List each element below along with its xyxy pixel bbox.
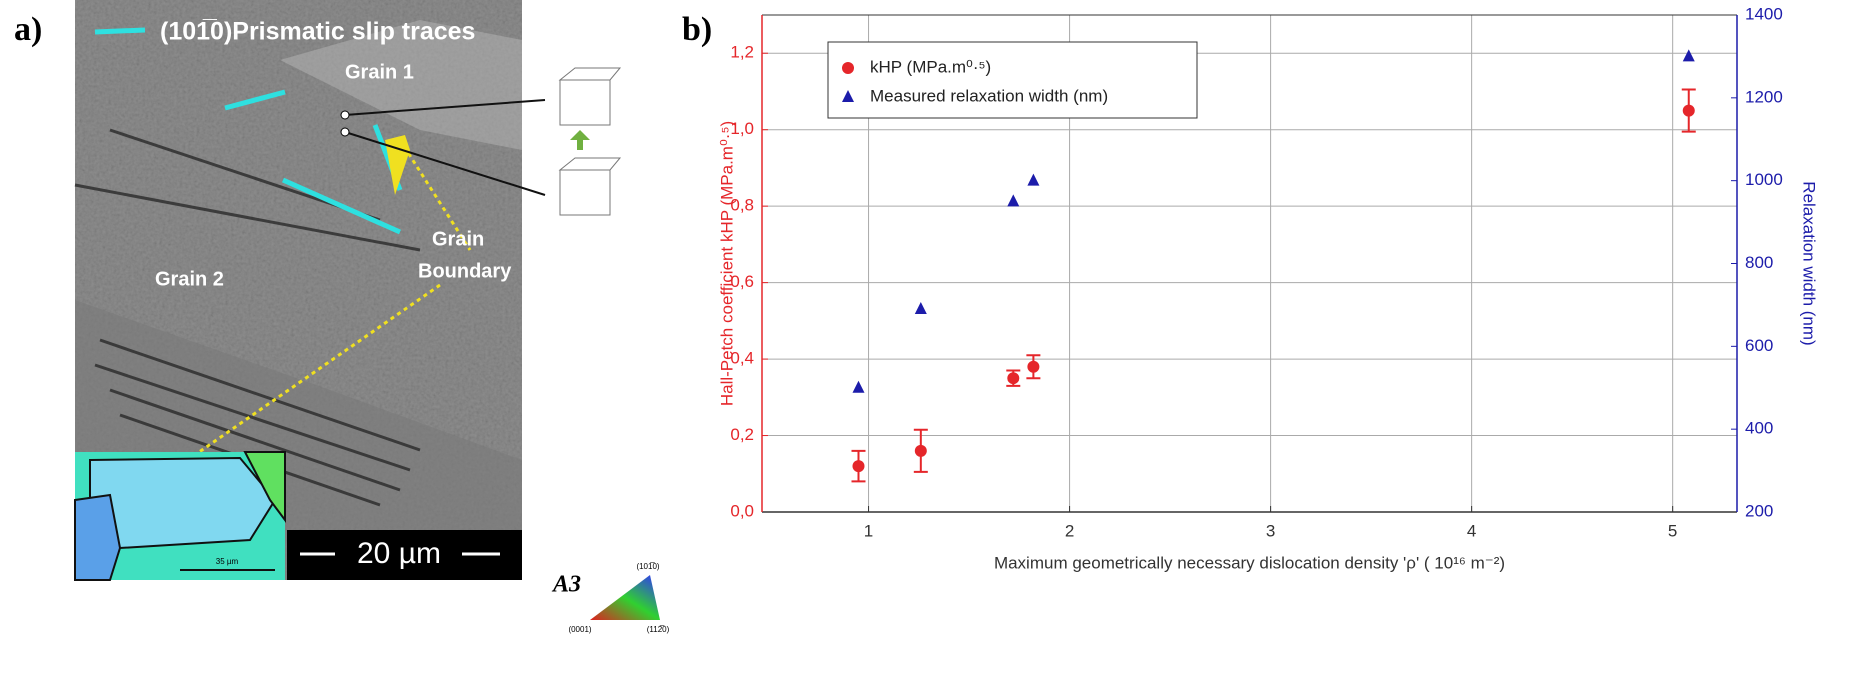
- legend-label: Measured relaxation width (nm): [870, 86, 1108, 105]
- micrograph: 35 µm: [74, 0, 546, 581]
- point: [1027, 360, 1040, 373]
- x-tick-label: 2: [1065, 521, 1074, 540]
- y2-tick-label: 1000: [1745, 170, 1783, 189]
- crystal-icons: [558, 67, 622, 216]
- point: [1027, 173, 1040, 186]
- point: [1682, 104, 1695, 117]
- y2-tick-label: 600: [1745, 336, 1773, 355]
- ipf-triangle: [590, 575, 660, 620]
- y-tick-label: 0,2: [730, 425, 754, 444]
- panel-label: a): [14, 11, 42, 48]
- point: [1007, 194, 1020, 207]
- y2-tick-label: 800: [1745, 253, 1773, 272]
- y2-tick-label: 1200: [1745, 87, 1783, 106]
- ipf-corner: (101̅0): [636, 562, 659, 571]
- point: [914, 444, 927, 457]
- x-axis-label: Maximum geometrically necessary dislocat…: [994, 553, 1505, 572]
- point: [1682, 49, 1695, 62]
- point: [1007, 372, 1020, 385]
- ipf-title: A3: [551, 572, 581, 598]
- ipf-corner: (0001): [568, 625, 591, 634]
- legend-marker: [842, 90, 854, 102]
- y2-tick-label: 200: [1745, 501, 1773, 520]
- x-tick-label: 4: [1467, 521, 1476, 540]
- x-tick-label: 3: [1266, 521, 1275, 540]
- legend-marker: [842, 62, 854, 74]
- scale-bar-label: 20 µm: [357, 537, 441, 570]
- boundary-label: Boundary: [418, 260, 512, 282]
- y-tick-label: 1,0: [730, 119, 754, 138]
- legend-label: kHP (MPa.m⁰·⁵): [870, 57, 991, 76]
- y-tick-label: 0,8: [730, 196, 754, 215]
- inset-scale: 35 µm: [216, 557, 239, 566]
- legend-box: [827, 41, 1198, 119]
- ipf-corner: (112̅0): [647, 625, 670, 634]
- y2-tick-label: 1400: [1745, 4, 1783, 23]
- point: [852, 460, 865, 473]
- y-tick-label: 0,6: [730, 272, 754, 291]
- grain-label: Grain 2: [155, 268, 224, 290]
- y-tick-label: 0,4: [730, 349, 754, 368]
- slip-trace-label: (101̅0)Prismatic slip traces: [160, 18, 475, 46]
- panel-label: b): [682, 11, 712, 48]
- y2-axis-label: Relaxation width (nm): [1800, 181, 1819, 345]
- grain-label: Grain 1: [345, 61, 414, 83]
- y-tick-label: 1,2: [730, 43, 754, 62]
- point: [852, 380, 865, 393]
- chart: 1 2 3 4 5 0,0 0,2 0,4 0,6 0,8 1,0 1,2 200 400 600 800 10…: [717, 4, 1818, 572]
- point: [914, 302, 927, 315]
- y-axis-label: Hall-Petch coefficient kHP (MPa.m⁰·⁵): [717, 121, 736, 406]
- x-tick-label: 1: [864, 521, 873, 540]
- boundary-label: Grain: [432, 228, 484, 250]
- y2-tick-label: 400: [1745, 419, 1773, 438]
- y-tick-label: 0,0: [730, 501, 754, 520]
- x-tick-label: 5: [1668, 521, 1677, 540]
